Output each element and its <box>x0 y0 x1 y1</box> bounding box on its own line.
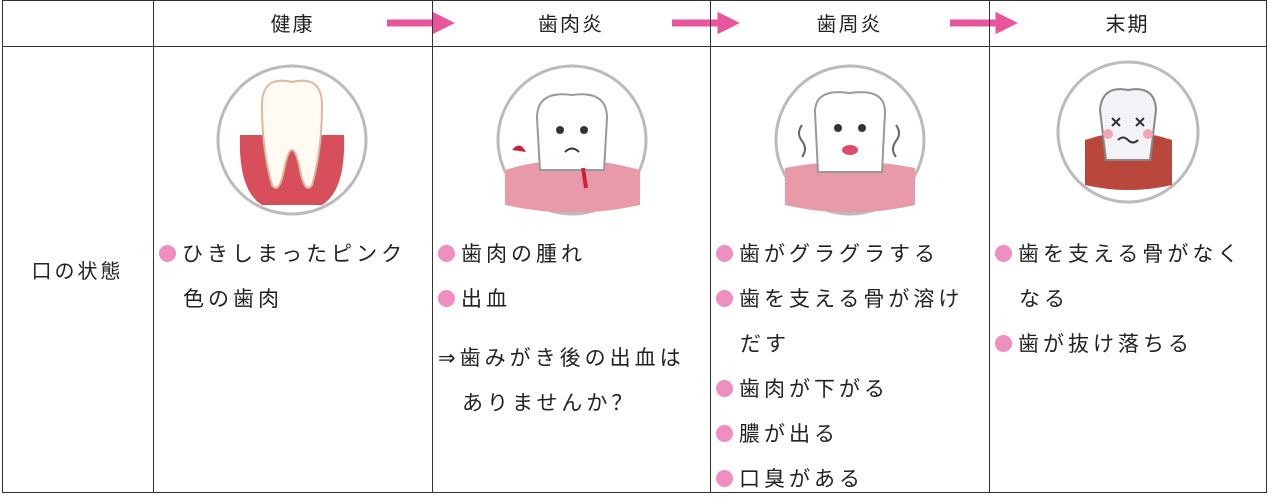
column-header: 健康 <box>270 12 315 36</box>
cell: 歯肉の腫れ 出血 ⇒歯みがき後の出血はありませんか？ <box>438 232 706 426</box>
bullet-item: 歯を支える骨が溶けだす <box>716 277 985 367</box>
cell: 歯を支える骨がなくなる 歯が抜け落ちる <box>995 232 1262 367</box>
border <box>2 0 3 493</box>
bullet-item: 歯がグラグラする <box>716 232 985 277</box>
bullet-item: 歯を支える骨がなくなる <box>995 232 1262 322</box>
bullet-item: ひきしまったピンク色の歯肉 <box>159 232 428 322</box>
row-label: 口の状態 <box>31 258 124 283</box>
bullet-item: 歯肉が下がる <box>716 367 985 412</box>
column-header: 歯肉炎 <box>538 12 604 36</box>
border <box>1266 0 1267 493</box>
border <box>989 0 990 493</box>
border <box>710 0 711 493</box>
column-header: 歯周炎 <box>816 12 883 36</box>
column-header: 末期 <box>1105 12 1150 36</box>
border <box>432 0 433 493</box>
bullet-item: 歯肉の腫れ <box>438 232 706 277</box>
border <box>2 0 1266 1</box>
border <box>2 492 1266 493</box>
cell: 歯がグラグラする 歯を支える骨が溶けだす 歯肉が下がる 膿が出る 口臭がある <box>716 232 985 502</box>
note: ⇒歯みがき後の出血はありませんか？ <box>438 346 685 415</box>
bullet-item: 歯が抜け落ちる <box>995 322 1262 367</box>
bullet-item: 膿が出る <box>716 412 985 457</box>
bullet-item: 口臭がある <box>716 457 985 502</box>
cell: ひきしまったピンク色の歯肉 <box>159 232 428 322</box>
border <box>2 46 1266 47</box>
bullet-item: 出血 <box>438 277 706 322</box>
border <box>153 0 154 493</box>
